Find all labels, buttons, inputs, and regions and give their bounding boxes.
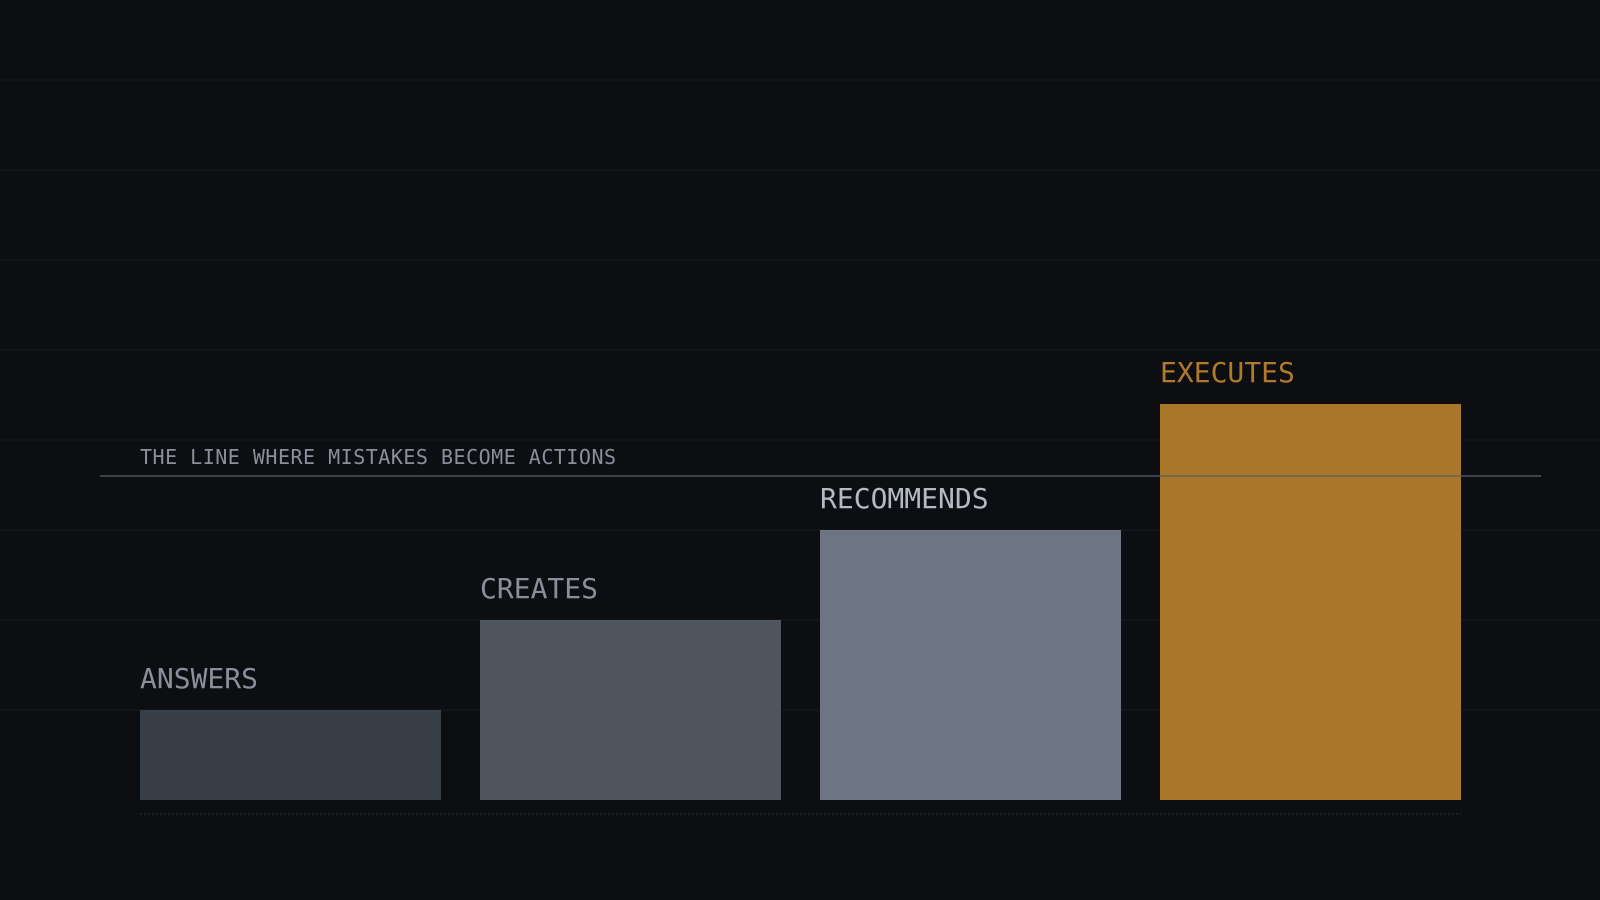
bar-answers [140,710,441,800]
bar-labels: ANSWERS CREATES RECOMMENDS EXECUTES [140,356,1295,695]
bar-recommends [820,530,1121,800]
bar-executes [1160,404,1461,800]
threshold: THE LINE WHERE MISTAKES BECOME ACTIONS [100,445,1541,477]
gridlines [0,79,1600,711]
bar-label-answers: ANSWERS [140,662,258,695]
bar-label-recommends: RECOMMENDS [820,482,989,515]
bar-creates [480,620,781,800]
threshold-label: THE LINE WHERE MISTAKES BECOME ACTIONS [140,445,617,469]
bars [140,404,1461,800]
bar-label-executes: EXECUTES [1160,356,1295,389]
bar-label-creates: CREATES [480,572,598,605]
